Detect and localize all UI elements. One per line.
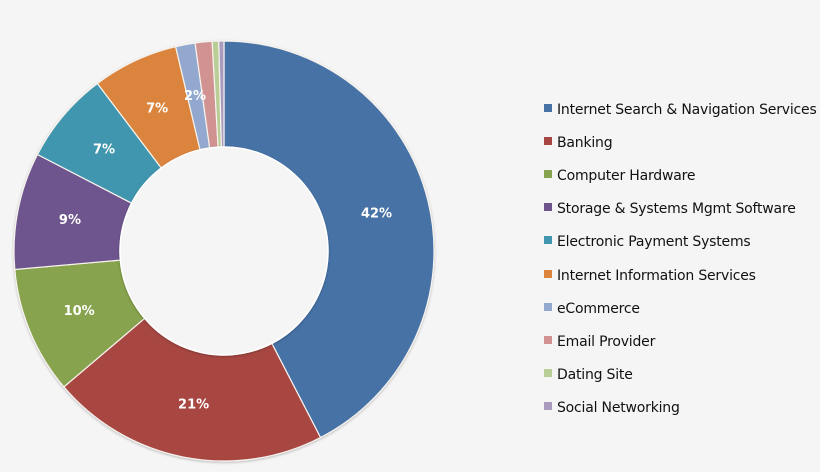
legend-swatch-icon bbox=[544, 302, 552, 311]
legend-swatch-icon bbox=[544, 269, 552, 278]
data-labels: 42% 21% 10% 9% 7% 7% 2% bbox=[59, 89, 392, 412]
legend-label: Internet Search & Navigation Services bbox=[557, 101, 817, 118]
legend-item-storage-systems: Storage & Systems Mgmt Software bbox=[544, 193, 817, 226]
legend-item-computer-hardware: Computer Hardware bbox=[544, 159, 817, 192]
legend-item-banking: Banking bbox=[544, 126, 817, 159]
legend-swatch-icon bbox=[544, 236, 552, 245]
legend-swatch-icon bbox=[544, 136, 552, 145]
data-label: 10% bbox=[64, 304, 95, 319]
legend-item-internet-search: Internet Search & Navigation Services bbox=[544, 93, 817, 126]
legend-label: Email Provider bbox=[557, 333, 656, 350]
legend-label: Banking bbox=[557, 134, 613, 151]
legend-label: eCommerce bbox=[557, 300, 640, 317]
data-label: 42% bbox=[361, 206, 392, 221]
legend-item-electronic-payment: Electronic Payment Systems bbox=[544, 226, 817, 259]
legend-label: Dating Site bbox=[557, 367, 633, 384]
data-label: 7% bbox=[146, 101, 168, 116]
donut-hole bbox=[119, 146, 329, 356]
legend-item-dating-site: Dating Site bbox=[544, 359, 817, 392]
legend-swatch-icon bbox=[544, 169, 552, 178]
legend-label: Computer Hardware bbox=[557, 167, 696, 184]
data-label: 21% bbox=[178, 398, 209, 413]
data-label: 2% bbox=[184, 89, 206, 104]
legend-label: Internet Information Services bbox=[557, 267, 756, 284]
donut-chart: 42% 21% 10% 9% 7% 7% 2% bbox=[13, 40, 435, 462]
legend-swatch-icon bbox=[544, 369, 552, 378]
legend-item-ecommerce: eCommerce bbox=[544, 292, 817, 325]
legend-swatch-icon bbox=[544, 335, 552, 344]
legend-label: Electronic Payment Systems bbox=[557, 234, 751, 251]
legend-swatch-icon bbox=[544, 402, 552, 411]
legend-item-internet-information: Internet Information Services bbox=[544, 259, 817, 292]
legend-label: Social Networking bbox=[557, 400, 680, 417]
legend-swatch-icon bbox=[544, 203, 552, 212]
chart-legend: Internet Search & Navigation Services Ba… bbox=[544, 93, 817, 425]
legend-label: Storage & Systems Mgmt Software bbox=[557, 201, 796, 218]
legend-item-social-networking: Social Networking bbox=[544, 392, 817, 425]
data-label: 9% bbox=[59, 213, 81, 228]
legend-swatch-icon bbox=[544, 103, 552, 112]
data-label: 7% bbox=[93, 142, 115, 157]
legend-item-email-provider: Email Provider bbox=[544, 325, 817, 358]
